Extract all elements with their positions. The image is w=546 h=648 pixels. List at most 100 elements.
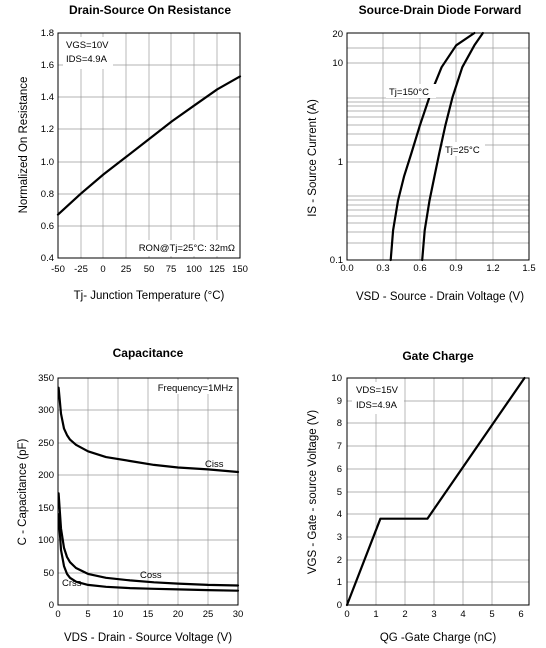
annotation-box xyxy=(131,240,238,256)
chart-on-resistance: Drain-Source On Resistance -50 -25 0 25 … xyxy=(18,3,248,302)
plot-frame xyxy=(57,32,241,259)
plot-grid xyxy=(347,378,529,605)
x-axis-label: VSD - Source - Drain Voltage (V) xyxy=(356,291,524,303)
y-tick-label: 200 xyxy=(38,470,54,481)
y-tick-label: 10 xyxy=(332,58,343,69)
x-tick-label: 1 xyxy=(373,609,378,620)
x-tick-label: 0 xyxy=(100,264,105,275)
series-layer xyxy=(389,31,484,262)
x-tick-label: 15 xyxy=(143,609,154,620)
annotation: RON@Tj=25°C: 32mΩ xyxy=(139,243,235,254)
x-tick-label: 0.6 xyxy=(413,263,426,274)
x-tick-label: 3 xyxy=(431,609,436,620)
y-tick-labels: 0.1 1 10 20 xyxy=(330,29,343,266)
chart-title: Source-Drain Diode Forward xyxy=(359,3,522,17)
y-tick-label: 0.6 xyxy=(41,221,54,232)
plot-frame xyxy=(346,32,530,261)
y-axis-label: IS - Source Current (A) xyxy=(307,99,319,217)
x-tick-label: 6 xyxy=(518,609,523,620)
series-label: Crss xyxy=(62,578,82,589)
y-tick-label: 1.2 xyxy=(41,124,54,135)
annotation: IDS=4.9A xyxy=(356,400,398,411)
plot-frame xyxy=(346,377,530,606)
series-label-box xyxy=(443,142,485,156)
y-tick-label: 0 xyxy=(49,600,54,611)
x-tick-label: 1.2 xyxy=(486,263,499,274)
y-tick-label: 250 xyxy=(38,438,54,449)
y-tick-label: 1.6 xyxy=(41,60,54,71)
y-tick-label: 0.8 xyxy=(41,189,54,200)
y-tick-label: 1.8 xyxy=(41,28,54,39)
y-tick-label: 150 xyxy=(38,503,54,514)
x-tick-label: 25 xyxy=(121,264,132,275)
plot-grid xyxy=(347,33,529,260)
annotation-box xyxy=(156,380,236,394)
x-tick-label: 5 xyxy=(85,609,90,620)
x-tick-label: 125 xyxy=(209,264,225,275)
crss-curve xyxy=(57,513,240,592)
coss-curve xyxy=(57,492,240,587)
y-tick-label: 50 xyxy=(43,568,54,579)
series-layer xyxy=(345,376,526,607)
series-label: Tj=150°C xyxy=(389,87,429,98)
y-tick-label: 10 xyxy=(331,373,342,384)
x-tick-labels: 0 1 2 3 4 5 6 xyxy=(344,609,523,620)
x-tick-label: 0 xyxy=(344,609,349,620)
plot-frame xyxy=(57,377,239,606)
x-tick-label: 1.5 xyxy=(522,263,535,274)
x-axis-label: Tj- Junction Temperature (°C) xyxy=(74,290,225,302)
y-axis-label: C - Capacitance (pF) xyxy=(17,438,29,545)
x-tick-label: 0.9 xyxy=(449,263,462,274)
plot-grid xyxy=(58,33,240,258)
annotation-box xyxy=(63,37,113,69)
x-tick-label: -25 xyxy=(74,264,88,275)
y-axis-label: Normalized On Resistance xyxy=(18,77,30,214)
y-tick-label: 100 xyxy=(38,535,54,546)
y-tick-label: 4 xyxy=(337,509,342,520)
y-tick-label: 5 xyxy=(337,487,342,498)
x-tick-label: 5 xyxy=(489,609,494,620)
y-tick-label: 20 xyxy=(332,29,343,40)
y-tick-labels: 0.4 0.6 0.8 1.0 1.2 1.4 1.6 1.8 xyxy=(41,28,54,264)
x-tick-label: 20 xyxy=(173,609,184,620)
y-tick-label: 2 xyxy=(337,555,342,566)
x-axis-label: QG -Gate Charge (nC) xyxy=(380,632,496,644)
y-tick-label: 0.1 xyxy=(330,255,343,266)
y-tick-label: 0.4 xyxy=(41,253,54,264)
x-tick-label: 0.3 xyxy=(376,263,389,274)
chart-diode-forward: Source-Drain Diode Forward xyxy=(307,3,536,303)
chart-gate-charge: Gate Charge 0 1 2 3 4 5 6 xyxy=(307,349,530,644)
series-layer xyxy=(56,75,242,216)
annotation: IDS=4.9A xyxy=(66,54,108,65)
x-tick-label: 50 xyxy=(144,264,155,275)
x-tick-label: 25 xyxy=(203,609,214,620)
x-tick-labels: -50 -25 0 25 50 75 100 125 150 xyxy=(51,264,248,275)
y-tick-label: 8 xyxy=(337,418,342,429)
y-axis-label: VGS - Gate - source Voltage (V) xyxy=(307,410,319,574)
y-tick-label: 6 xyxy=(337,464,342,475)
x-tick-label: 0 xyxy=(55,609,60,620)
x-tick-labels: 0.0 0.3 0.6 0.9 1.2 1.5 xyxy=(340,263,535,274)
y-tick-label: 9 xyxy=(337,396,342,407)
y-tick-label: 1.0 xyxy=(41,157,54,168)
x-tick-label: 30 xyxy=(233,609,244,620)
x-tick-label: 100 xyxy=(186,264,202,275)
x-tick-label: 150 xyxy=(232,264,248,275)
x-tick-label: 75 xyxy=(166,264,177,275)
y-tick-label: 0 xyxy=(337,600,342,611)
y-tick-label: 300 xyxy=(38,405,54,416)
annotation: Frequency=1MHz xyxy=(158,383,233,394)
chart-title: Capacitance xyxy=(113,346,184,360)
on-resistance-curve xyxy=(56,75,242,216)
y-tick-label: 3 xyxy=(337,532,342,543)
annotation: VGS=10V xyxy=(66,40,109,51)
series-label: Coss xyxy=(140,570,162,581)
y-tick-labels: 0 50 100 150 200 250 300 350 xyxy=(38,373,54,611)
gate-charge-curve xyxy=(345,376,526,607)
y-tick-label: 1.4 xyxy=(41,92,54,103)
series-label-box xyxy=(386,84,436,98)
y-tick-label: 1 xyxy=(337,577,342,588)
annotation: VDS=15V xyxy=(356,385,399,396)
series-layer xyxy=(57,386,240,592)
